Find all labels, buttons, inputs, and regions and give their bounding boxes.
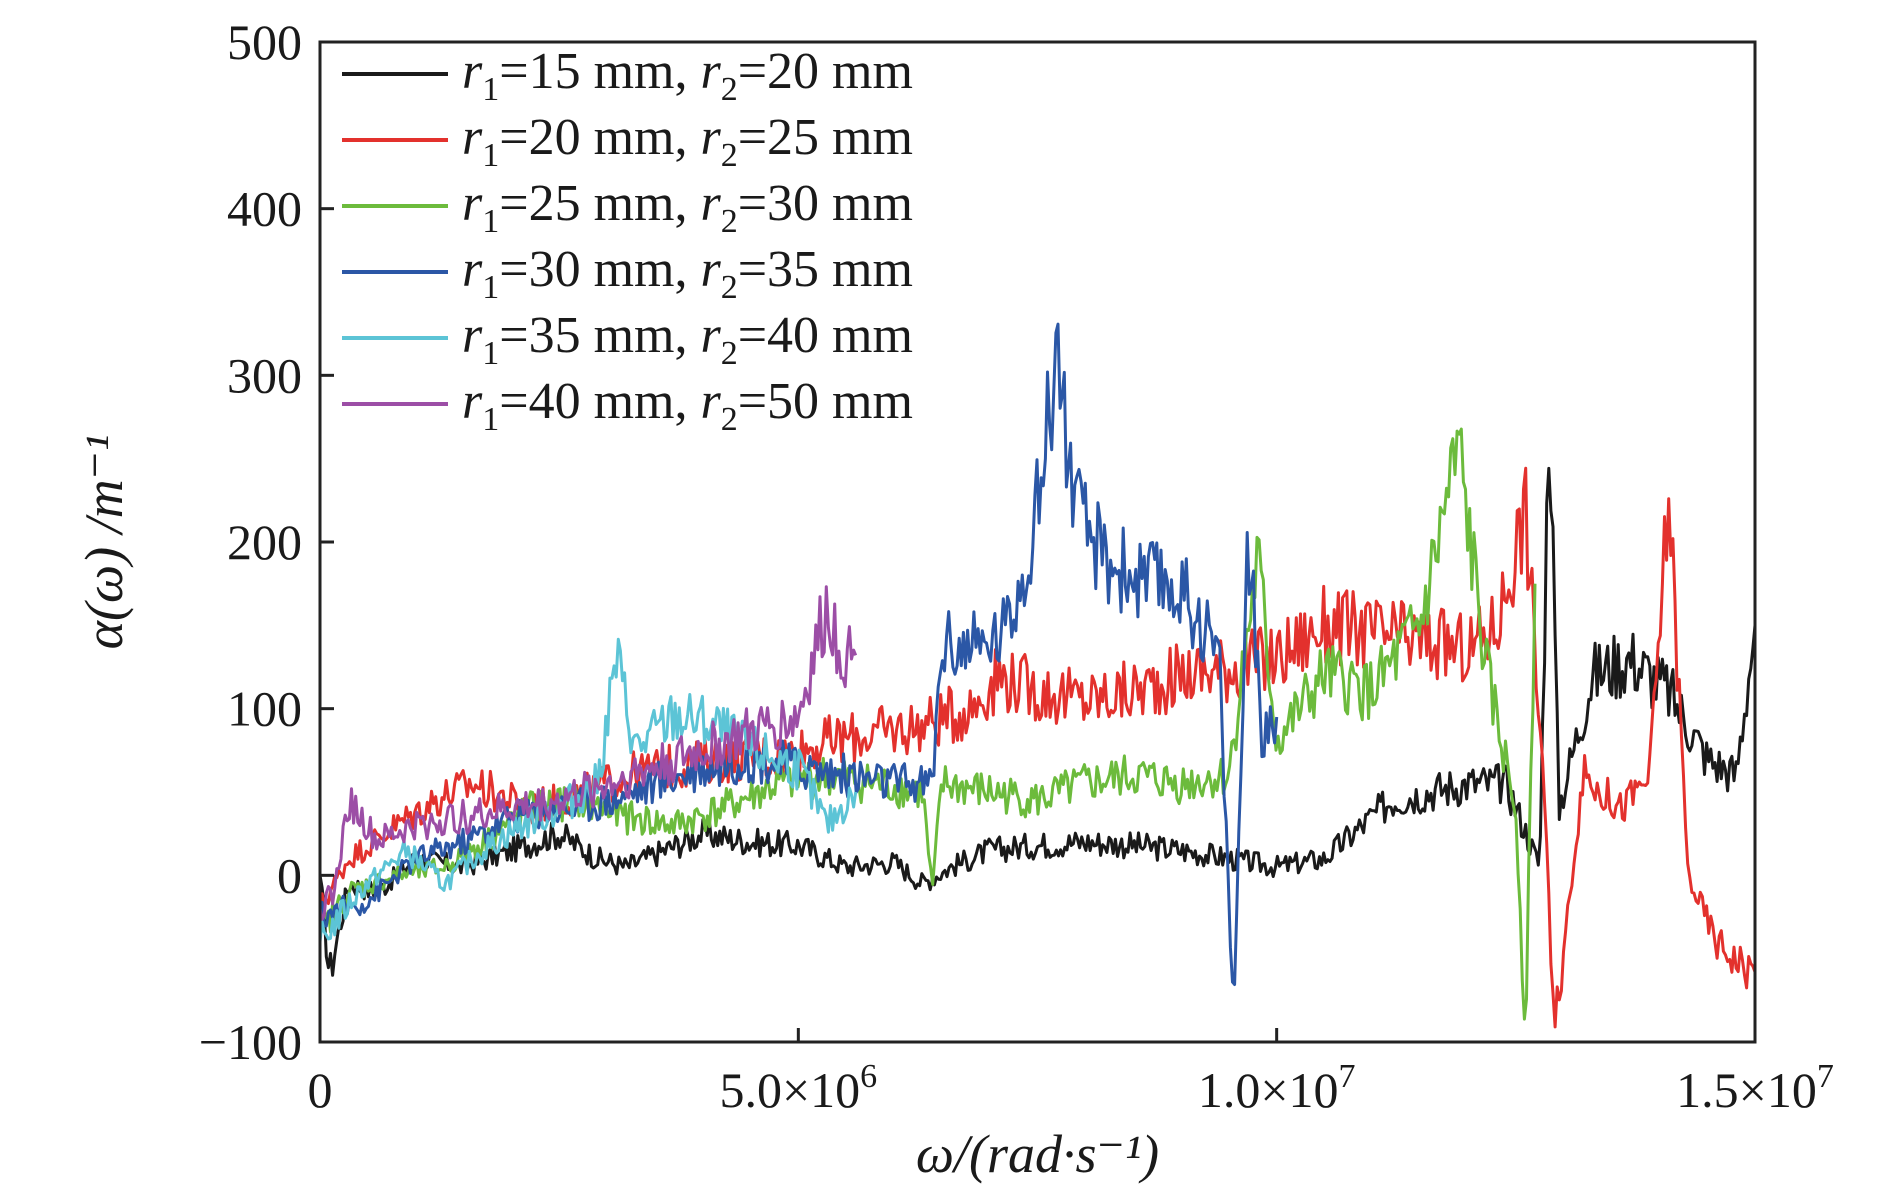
y-tick-label: 300 [227,347,302,403]
series-layer [318,322,1757,1029]
legend-entry: r1=20 mm, r2=25 mm [462,109,913,174]
series-line-5 [318,637,858,943]
legend-entry: r1=40 mm, r2=50 mm [462,373,913,438]
y-tick-label: −100 [199,1014,302,1070]
y-tick-label: 400 [227,181,302,237]
y-tick-label: 100 [227,681,302,737]
y-tick-label: 200 [227,514,302,570]
x-tick-label: 1.0×107 [1198,1058,1356,1118]
series-line-2 [318,466,1757,1029]
legend-entry: r1=25 mm, r2=30 mm [462,175,913,240]
x-tick-label: 1.5×107 [1676,1058,1834,1118]
x-tick-label: 0 [308,1062,333,1118]
legend-entry: r1=35 mm, r2=40 mm [462,307,913,372]
x-tick-label: 5.0×106 [719,1058,877,1118]
legend-entry: r1=30 mm, r2=35 mm [462,241,913,306]
y-axis-title: α(ω) /m⁻¹ [74,435,134,650]
series-line-6 [318,585,858,921]
x-axis-title: ω/(rad·s⁻¹) [916,1124,1159,1184]
y-tick-label: 500 [227,14,302,70]
y-tick-label: 0 [277,847,302,903]
legend-entry: r1=15 mm, r2=20 mm [462,43,913,108]
